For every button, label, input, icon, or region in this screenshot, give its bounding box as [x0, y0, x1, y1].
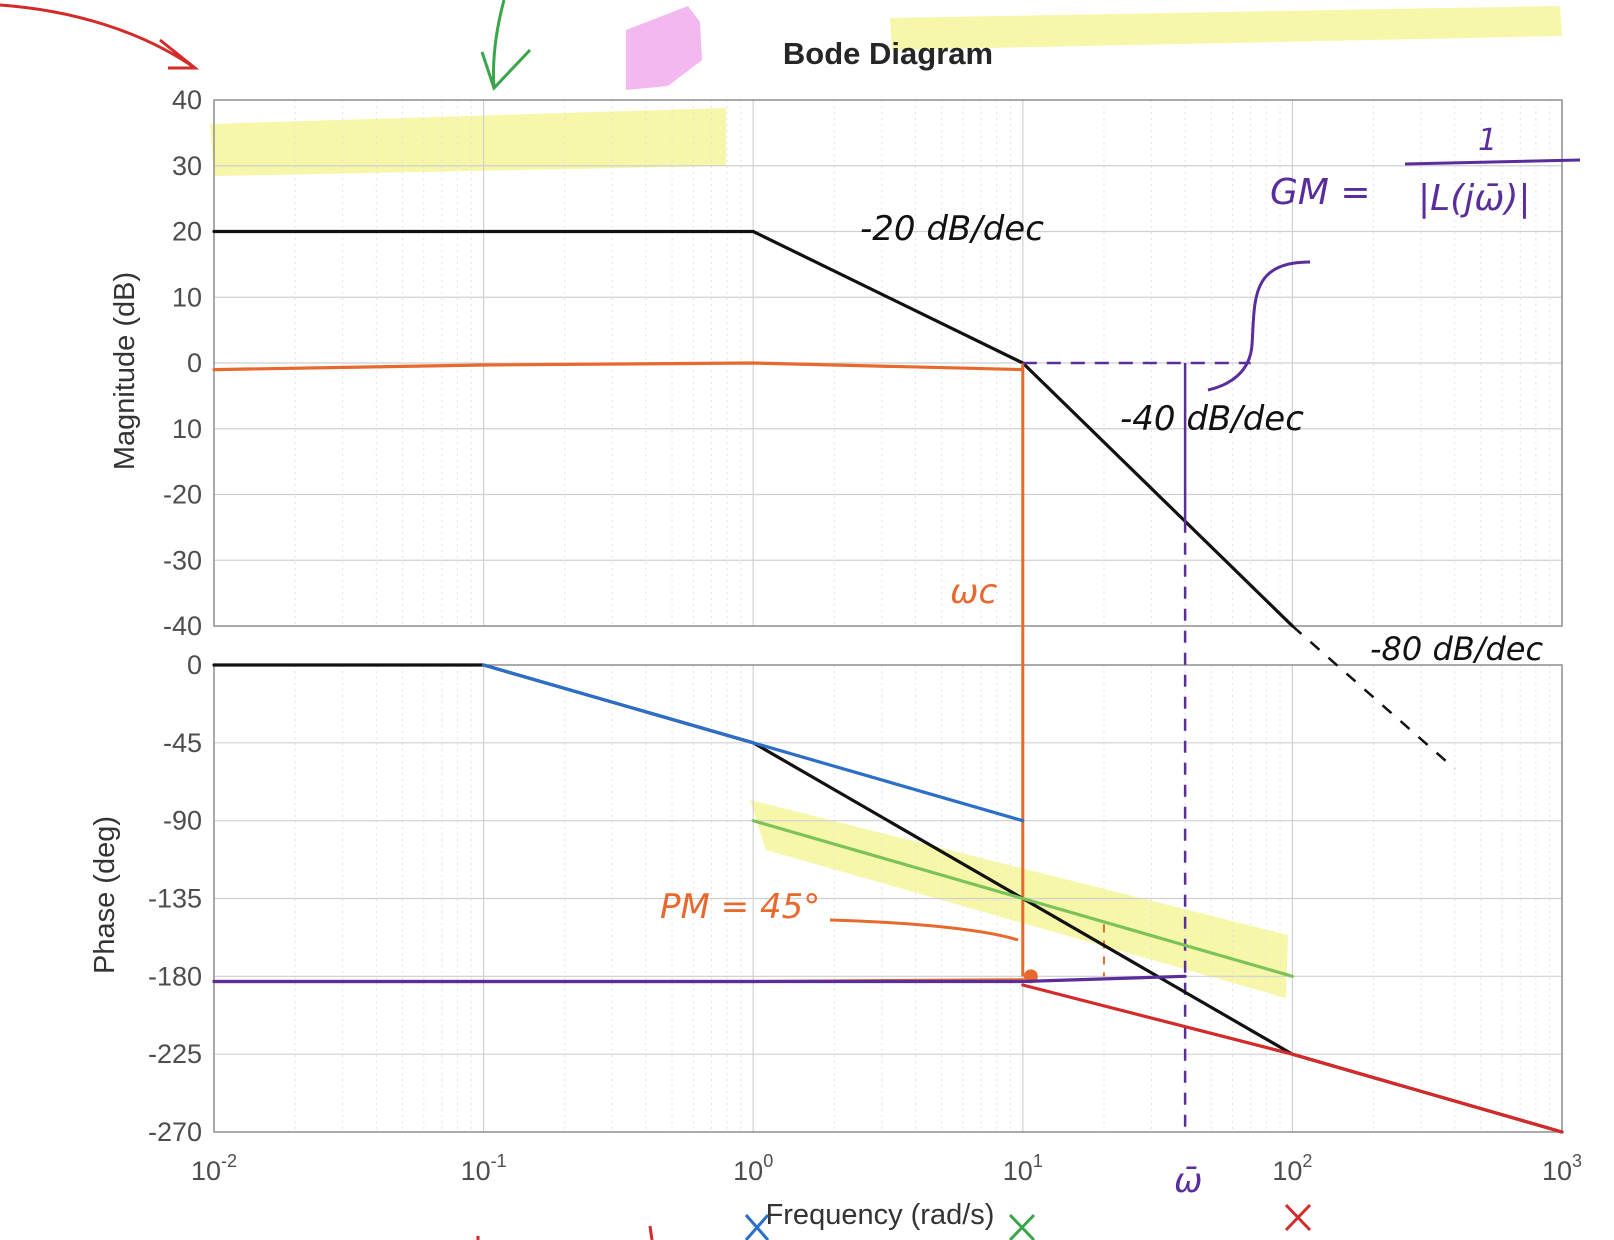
- y-tick-label: -20: [163, 480, 202, 510]
- chart-title: Bode Diagram: [783, 36, 993, 71]
- y-tick-label: 30: [172, 151, 202, 181]
- mag-series-line-1: [212, 361, 1025, 372]
- x-tick-label: 10-2: [191, 1151, 237, 1186]
- x-tick-label: 100: [733, 1151, 773, 1186]
- x-tick-label: 102: [1272, 1151, 1312, 1186]
- phase-series-line-2: [751, 819, 1295, 978]
- plot-frame: [213, 99, 1563, 627]
- wbar-label: ω̄: [1174, 1161, 1202, 1201]
- y-tick-label: -30: [163, 545, 202, 575]
- slope-label-80: -80 dB/dec: [1370, 630, 1543, 668]
- wc-label: ωc: [950, 572, 997, 612]
- y-tick-label: 10: [172, 414, 202, 444]
- magnitude-axes: 40 30 20 10 0 10 -20 -30 -40: [163, 85, 1563, 641]
- pm-arrow: [829, 918, 1019, 942]
- red-x-mark: [1284, 1203, 1312, 1232]
- hand-annotations: -20 dB/dec -40 dB/dec -80 dB/dec ωc PM =…: [476, 123, 1581, 1240]
- x-tick-label: 101: [1003, 1151, 1043, 1186]
- pm-label: PM = 45°: [660, 887, 820, 927]
- pink-scribble: [626, 6, 702, 90]
- y-tick-label: 0: [187, 650, 202, 680]
- y-tick-label: -40: [163, 611, 202, 641]
- y-tick-label: -180: [148, 961, 202, 991]
- magnitude-series: [212, 229, 1456, 1132]
- phase-axes: 0 -45 -90 -135 -180 -225 -270: [148, 650, 1563, 1147]
- slope-label-40: -40 dB/dec: [1120, 399, 1304, 439]
- magnitude-y-label: Magnitude (dB): [109, 272, 141, 470]
- y-tick-label: -135: [148, 884, 202, 914]
- y-tick-label: 20: [172, 217, 202, 247]
- y-tick-label: -45: [163, 728, 202, 758]
- slope-label-20: -20 dB/dec: [860, 209, 1044, 249]
- x-tick-label: 103: [1542, 1151, 1582, 1186]
- green-arrow-doodle: [480, 0, 532, 91]
- phase-series-line-5: [1021, 983, 1564, 1134]
- x-axis-label: Frequency (rad/s): [766, 1199, 995, 1231]
- phase-series-line-1: [482, 663, 1025, 823]
- x-tick-labels: 10-2 10-1 100 101 102 103: [191, 1151, 1582, 1186]
- decorative-doodles: [0, 0, 1562, 998]
- gm-fraction-bar: [1404, 158, 1581, 166]
- gm-denominator: |L(jω̄)|: [1418, 178, 1531, 219]
- gm-lhs: GM =: [1270, 172, 1371, 213]
- plot-frame: [213, 664, 1563, 1133]
- gm-numerator: 1: [1478, 123, 1497, 158]
- phase-series: [212, 663, 1564, 1134]
- phase-series-line-4: [212, 974, 1187, 984]
- gm-brace: [1207, 260, 1311, 392]
- red-tick-mark-1: [476, 1225, 654, 1240]
- green-x-mark: [1008, 1213, 1036, 1240]
- y-tick-label: 0: [187, 348, 202, 378]
- mag-series-line-0: [212, 229, 1295, 628]
- blue-x-mark: [744, 1214, 770, 1240]
- y-tick-label: 10: [172, 282, 202, 312]
- highlight-top: [890, 6, 1562, 50]
- y-tick-label: 40: [172, 85, 202, 115]
- x-tick-label: 10-1: [461, 1151, 507, 1186]
- y-tick-label: -225: [148, 1039, 202, 1069]
- phase-y-label: Phase (deg): [89, 816, 121, 974]
- y-tick-label: -90: [163, 806, 202, 836]
- highlight-mag: [210, 108, 726, 176]
- red-arrow-doodle: [0, 3, 200, 70]
- y-tick-label: -270: [148, 1117, 202, 1147]
